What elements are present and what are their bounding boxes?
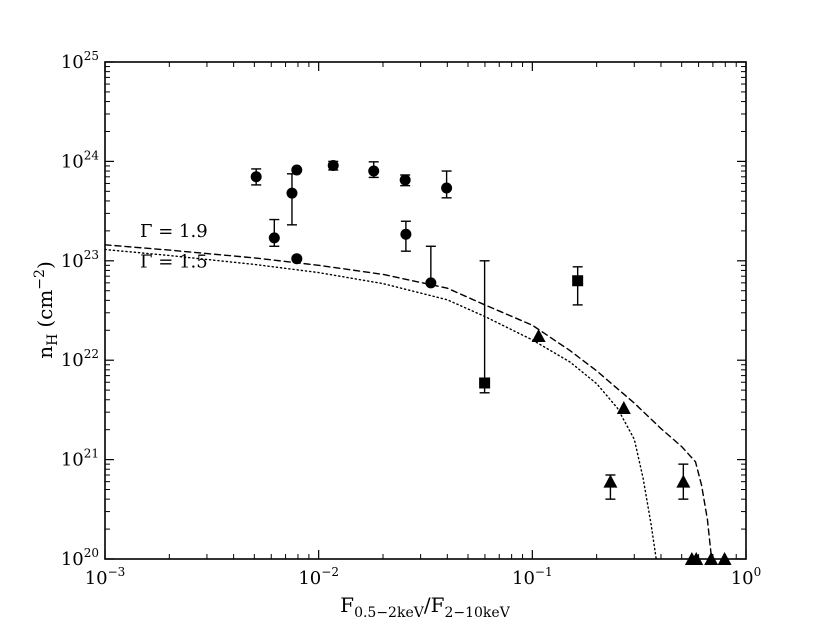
y-tick-label: 1025	[61, 49, 99, 73]
circle-point	[286, 187, 298, 199]
square-point	[479, 377, 491, 389]
circle-point	[400, 228, 412, 240]
x-axis-label: F0.5−2keV/F2−10keV	[340, 593, 511, 621]
tick-labels: 10−3 10−2 10−1 100 1020 1021 1022 1023 1024 1025	[61, 49, 761, 589]
gamma-1.9-dashed-curve	[104, 244, 713, 560]
circle-point	[425, 277, 437, 289]
x-tick-label: 10−3	[85, 565, 126, 589]
circle-point	[327, 159, 339, 171]
circle-point	[368, 165, 380, 177]
circle-point	[291, 164, 303, 176]
y-tick-label: 1022	[61, 347, 99, 371]
triangle-point	[676, 474, 691, 488]
plot-frame	[104, 61, 747, 560]
curve-labels: Γ = 1.9 Γ = 1.5	[140, 221, 208, 273]
triangle-point	[531, 329, 546, 343]
x-tick-label: 10−2	[298, 565, 339, 589]
triangle-point	[616, 401, 631, 415]
y-tick-label: 1021	[61, 447, 99, 471]
axis-ticks	[104, 61, 747, 560]
y-tick-label: 1023	[61, 248, 99, 272]
square-point	[572, 275, 584, 287]
circle-point	[441, 182, 453, 194]
circle-point	[250, 171, 262, 183]
y-tick-label: 1020	[61, 546, 99, 570]
circle-point	[291, 253, 303, 265]
y-tick-label: 1024	[61, 148, 100, 172]
triangle-point	[603, 474, 618, 488]
circle-point	[268, 232, 280, 244]
circle-point	[399, 174, 411, 186]
data-markers	[250, 159, 732, 565]
model-curves	[104, 244, 713, 560]
error-bars	[251, 160, 689, 500]
gamma-1.5-label: Γ = 1.5	[140, 251, 208, 272]
gamma-1.9-label: Γ = 1.9	[140, 221, 208, 242]
gamma-1.5-dotted-curve	[104, 248, 657, 560]
y-axis-label: nH(cm−2)	[32, 261, 61, 359]
x-tick-label: 100	[731, 565, 762, 589]
x-tick-label: 10−1	[512, 565, 553, 589]
